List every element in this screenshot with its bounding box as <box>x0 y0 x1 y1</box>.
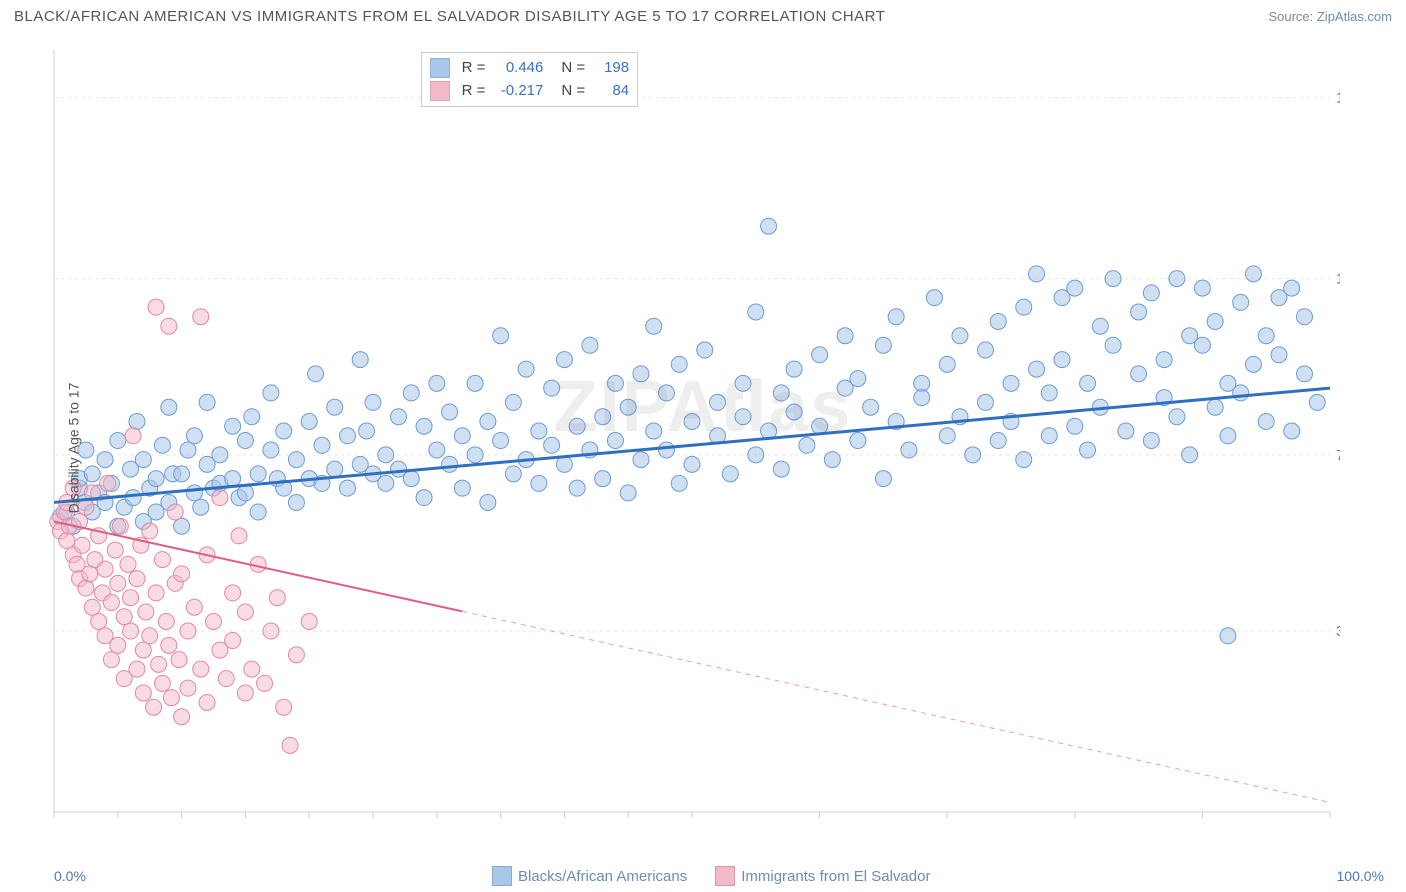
scatter-plot: 3.8% 7.5% 11.2% 15.0% <box>14 42 1340 832</box>
stat-r-value: -0.217 <box>493 80 543 103</box>
source-label: Source: ZipAtlas.com <box>1268 9 1392 24</box>
stat-r-label: R = <box>462 57 486 80</box>
legend-label: Immigrants from El Salvador <box>741 868 930 885</box>
chart-header: BLACK/AFRICAN AMERICAN VS IMMIGRANTS FRO… <box>0 0 1406 31</box>
legend-swatch-icon <box>715 866 735 886</box>
chart-title: BLACK/AFRICAN AMERICAN VS IMMIGRANTS FRO… <box>14 8 885 25</box>
legend-swatch-icon <box>492 866 512 886</box>
svg-text:15.0%: 15.0% <box>1336 90 1340 107</box>
source-link[interactable]: ZipAtlas.com <box>1317 9 1392 24</box>
stat-n-label: N = <box>561 57 585 80</box>
x-axis-max-label: 100.0% <box>1337 868 1384 884</box>
stats-swatch-icon <box>430 81 450 101</box>
stats-row: R = -0.217 N = 84 <box>430 80 630 103</box>
y-axis-label: Disability Age 5 to 17 <box>65 383 81 514</box>
stats-row: R = 0.446 N = 198 <box>430 57 630 80</box>
legend-item: Blacks/African Americans <box>492 866 687 886</box>
legend-item: Immigrants from El Salvador <box>715 866 930 886</box>
stats-swatch-icon <box>430 58 450 78</box>
stat-n-value: 84 <box>593 80 629 103</box>
legend: Blacks/African Americans Immigrants from … <box>478 866 944 886</box>
correlation-stats-box: R = 0.446 N = 198 R = -0.217 N = 84 <box>421 52 639 107</box>
stat-n-label: N = <box>561 80 585 103</box>
stat-r-label: R = <box>462 80 486 103</box>
chart-container: Disability Age 5 to 17 ZIPAtlas 3.8%7.5%… <box>14 42 1392 854</box>
stat-n-value: 198 <box>593 57 629 80</box>
svg-text:3.8%: 3.8% <box>1336 623 1340 640</box>
legend-label: Blacks/African Americans <box>518 868 687 885</box>
stat-r-value: 0.446 <box>493 57 543 80</box>
x-axis-min-label: 0.0% <box>54 868 86 884</box>
svg-text:7.5%: 7.5% <box>1336 447 1340 464</box>
svg-text:11.2%: 11.2% <box>1336 271 1340 288</box>
chart-footer: 0.0% Blacks/African Americans Immigrants … <box>14 866 1392 886</box>
